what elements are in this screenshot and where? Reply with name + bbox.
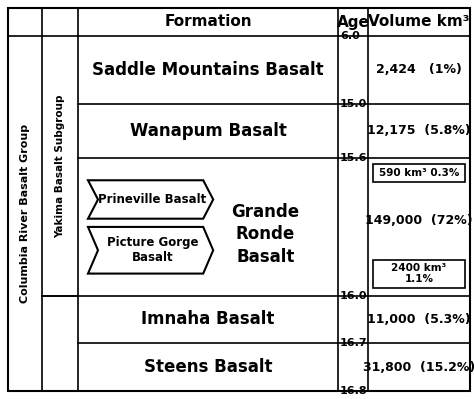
Text: Volume km³: Volume km³	[368, 14, 470, 30]
Text: Formation: Formation	[164, 14, 252, 30]
Text: 16.7: 16.7	[340, 338, 368, 348]
Text: Saddle Mountains Basalt: Saddle Mountains Basalt	[92, 61, 324, 79]
Text: Grande: Grande	[231, 203, 299, 221]
Text: Age: Age	[337, 14, 369, 30]
Text: 6.0: 6.0	[340, 31, 360, 41]
Text: 16.0: 16.0	[340, 290, 367, 300]
Text: Ronde: Ronde	[236, 225, 295, 243]
Bar	[373, 164, 465, 182]
Text: 15.6: 15.6	[340, 153, 367, 163]
Text: Imnaha Basalt: Imnaha Basalt	[141, 310, 275, 328]
Text: Wanapum Basalt: Wanapum Basalt	[129, 122, 286, 140]
Text: 2,424   (1%): 2,424 (1%)	[376, 63, 462, 76]
Text: Prineville Basalt: Prineville Basalt	[99, 193, 207, 206]
Text: Yakima Basalt Subgroup: Yakima Basalt Subgroup	[55, 94, 65, 237]
Bar	[373, 259, 465, 288]
Text: Columbia River Basalt Group: Columbia River Basalt Group	[20, 124, 30, 303]
Text: 15.0: 15.0	[340, 99, 367, 109]
Text: 16.8: 16.8	[340, 386, 368, 396]
Text: Basalt: Basalt	[236, 248, 294, 266]
Text: 2400 km³
1.1%: 2400 km³ 1.1%	[392, 263, 447, 284]
Text: 149,000  (72%): 149,000 (72%)	[365, 213, 473, 227]
Text: 31,800  (15.2%): 31,800 (15.2%)	[363, 361, 474, 373]
Text: Steens Basalt: Steens Basalt	[144, 358, 272, 376]
Text: 11,000  (5.3%): 11,000 (5.3%)	[367, 313, 471, 326]
Text: 12,175  (5.8%): 12,175 (5.8%)	[367, 124, 471, 138]
Text: 590 km³ 0.3%: 590 km³ 0.3%	[379, 168, 459, 178]
Text: Picture Gorge
Basalt: Picture Gorge Basalt	[107, 236, 198, 264]
